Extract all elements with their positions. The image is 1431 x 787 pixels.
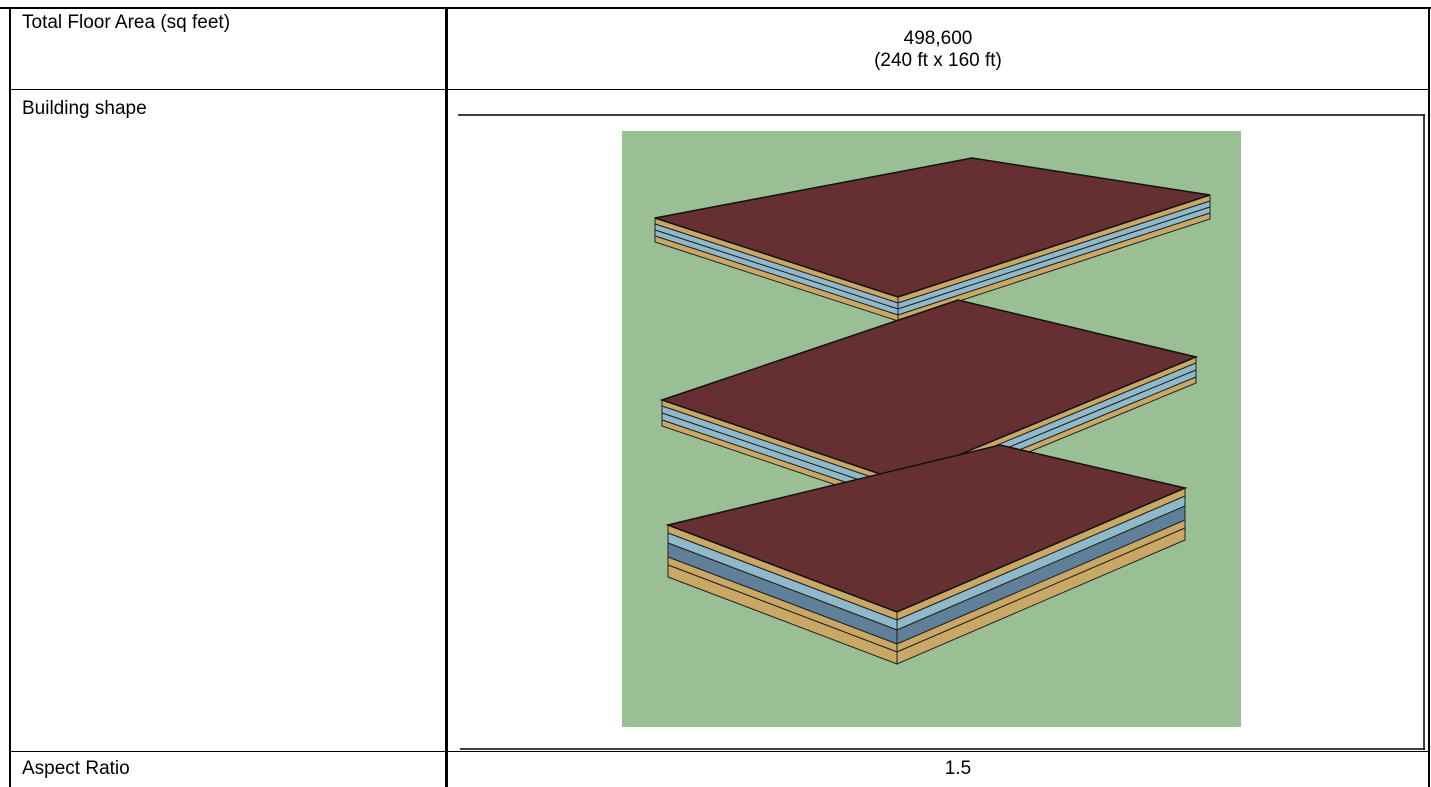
slab-top (665, 444, 1188, 613)
row-value: 498,600 (903, 28, 973, 49)
slab-side (897, 212, 1211, 322)
slab-top (654, 157, 1211, 298)
slab-side (896, 527, 1186, 665)
row-label: Total Floor Area (sq feet) (22, 12, 231, 33)
column-divider (445, 7, 448, 787)
row-divider (9, 751, 1430, 752)
row-label: Building shape (22, 98, 147, 119)
row-value: (240 ft x 160 ft) (874, 50, 1002, 71)
row-divider (9, 89, 1430, 90)
border-left (9, 7, 11, 787)
border-top (0, 7, 1431, 9)
row-label: Aspect Ratio (22, 758, 130, 779)
row-value: 1.5 (944, 758, 972, 779)
border-right (1428, 7, 1430, 787)
slab-top (659, 299, 1199, 481)
